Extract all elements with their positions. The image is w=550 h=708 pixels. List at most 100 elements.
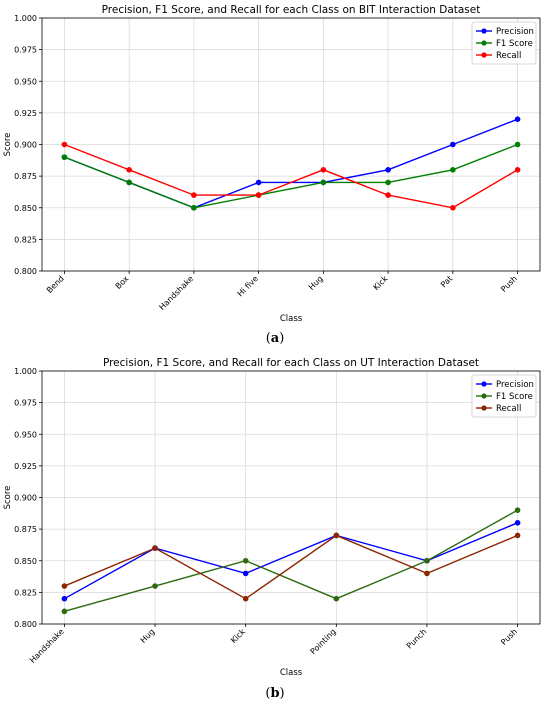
data-point <box>424 557 430 564</box>
data-point <box>255 179 262 186</box>
y-tick-label: 0.875 <box>14 172 37 181</box>
x-tick-label: Push <box>499 274 519 294</box>
x-tick-label: Handshake <box>157 274 195 312</box>
data-point <box>514 116 521 122</box>
y-axis-label: Score <box>3 133 13 157</box>
data-point <box>255 192 262 198</box>
y-tick-label: 0.800 <box>14 267 37 276</box>
y-tick-label: 0.925 <box>14 462 37 471</box>
plot-frame <box>41 370 541 625</box>
y-tick-label: 0.800 <box>14 620 37 629</box>
chart-panel-b: Precision, F1 Score, and Recall for each… <box>3 357 541 701</box>
legend-box <box>471 374 537 418</box>
data-point <box>514 167 521 173</box>
y-tick-label: 0.850 <box>14 557 37 566</box>
legend: Precision F1 Score Recall <box>471 21 537 65</box>
data-point <box>152 583 158 589</box>
y-tick-label: 0.925 <box>14 109 37 118</box>
legend-box <box>471 21 537 65</box>
y-tick-label: 0.825 <box>14 588 37 597</box>
legend-label: Recall <box>496 404 521 414</box>
data-point <box>320 167 327 173</box>
legend-marker <box>481 393 487 399</box>
data-point <box>191 204 197 211</box>
y-tick-label: 0.975 <box>14 46 37 55</box>
data-point <box>61 141 68 148</box>
data-point <box>320 179 327 186</box>
data-point <box>424 570 430 577</box>
x-tick-label: Hug <box>307 274 325 292</box>
x-tick-label: Bend <box>45 274 66 295</box>
data-point <box>514 520 521 526</box>
chart-panel-a: Precision, F1 Score, and Recall for each… <box>3 4 541 346</box>
x-axis-label: Class <box>280 668 303 678</box>
legend-marker <box>481 40 487 46</box>
data-point <box>242 557 249 564</box>
x-tick-label: Hi five <box>236 274 260 298</box>
data-point <box>61 154 68 160</box>
legend: Precision F1 Score Recall <box>471 374 537 418</box>
data-point <box>61 608 68 615</box>
x-tick-label: Box <box>114 274 131 291</box>
legend-label: Recall <box>496 51 521 61</box>
y-tick-label: 0.900 <box>14 141 37 150</box>
x-axis-label: Class <box>280 314 303 324</box>
x-tick-label: Push <box>499 627 519 647</box>
data-point <box>450 204 456 211</box>
chart-title: Precision, F1 Score, and Recall for each… <box>103 357 479 369</box>
x-tick-label: Handshake <box>28 627 66 665</box>
data-point <box>126 179 132 186</box>
data-point <box>514 141 521 148</box>
y-tick-label: 1.000 <box>14 367 37 376</box>
data-point <box>385 167 391 173</box>
y-axis-label: Score <box>3 486 13 510</box>
y-tick-label: 1.000 <box>14 14 37 23</box>
legend-label: F1 Score <box>496 39 533 49</box>
chart-title: Precision, F1 Score, and Recall for each… <box>102 4 481 16</box>
y-tick-label: 0.950 <box>14 77 37 86</box>
x-tick-label: Kick <box>229 627 247 645</box>
data-point <box>385 192 391 198</box>
legend-label: F1 Score <box>496 392 533 402</box>
x-tick-label: Kick <box>371 274 389 292</box>
data-point <box>333 595 340 602</box>
legend-label: Precision <box>496 380 534 390</box>
data-point <box>61 583 68 589</box>
data-point <box>191 192 197 198</box>
plot-frame <box>41 17 541 272</box>
series-line-f1-score <box>64 509 518 613</box>
data-point <box>126 167 132 173</box>
series-line-f1-score <box>64 143 518 209</box>
x-tick-label: Hug <box>139 627 157 645</box>
data-point <box>450 141 456 148</box>
y-tick-label: 0.825 <box>14 235 37 244</box>
data-point <box>242 570 249 577</box>
panel-label: (a) <box>266 331 285 346</box>
y-tick-label: 0.875 <box>14 525 37 534</box>
data-point <box>242 595 249 602</box>
y-tick-label: 0.850 <box>14 204 37 213</box>
series-line-recall <box>64 534 518 600</box>
panel-label: (b) <box>265 686 284 701</box>
y-tick-label: 0.950 <box>14 430 37 439</box>
data-point <box>333 532 340 539</box>
data-point <box>514 532 521 539</box>
legend-marker <box>481 381 487 387</box>
series-line-recall <box>64 143 518 209</box>
data-point <box>61 595 68 602</box>
x-tick-label: Pointing <box>309 627 338 656</box>
y-tick-label: 0.975 <box>14 399 37 408</box>
data-point <box>385 179 391 186</box>
x-tick-label: Punch <box>405 627 429 651</box>
data-point <box>514 507 521 513</box>
y-tick-label: 0.900 <box>14 494 37 503</box>
data-point <box>152 545 158 551</box>
legend-label: Precision <box>496 27 534 37</box>
series-line-precision <box>64 522 518 600</box>
legend-marker <box>481 405 487 411</box>
series-line-precision <box>64 118 518 209</box>
data-point <box>450 167 456 173</box>
x-tick-label: Pat <box>439 274 454 289</box>
legend-marker <box>481 28 487 34</box>
